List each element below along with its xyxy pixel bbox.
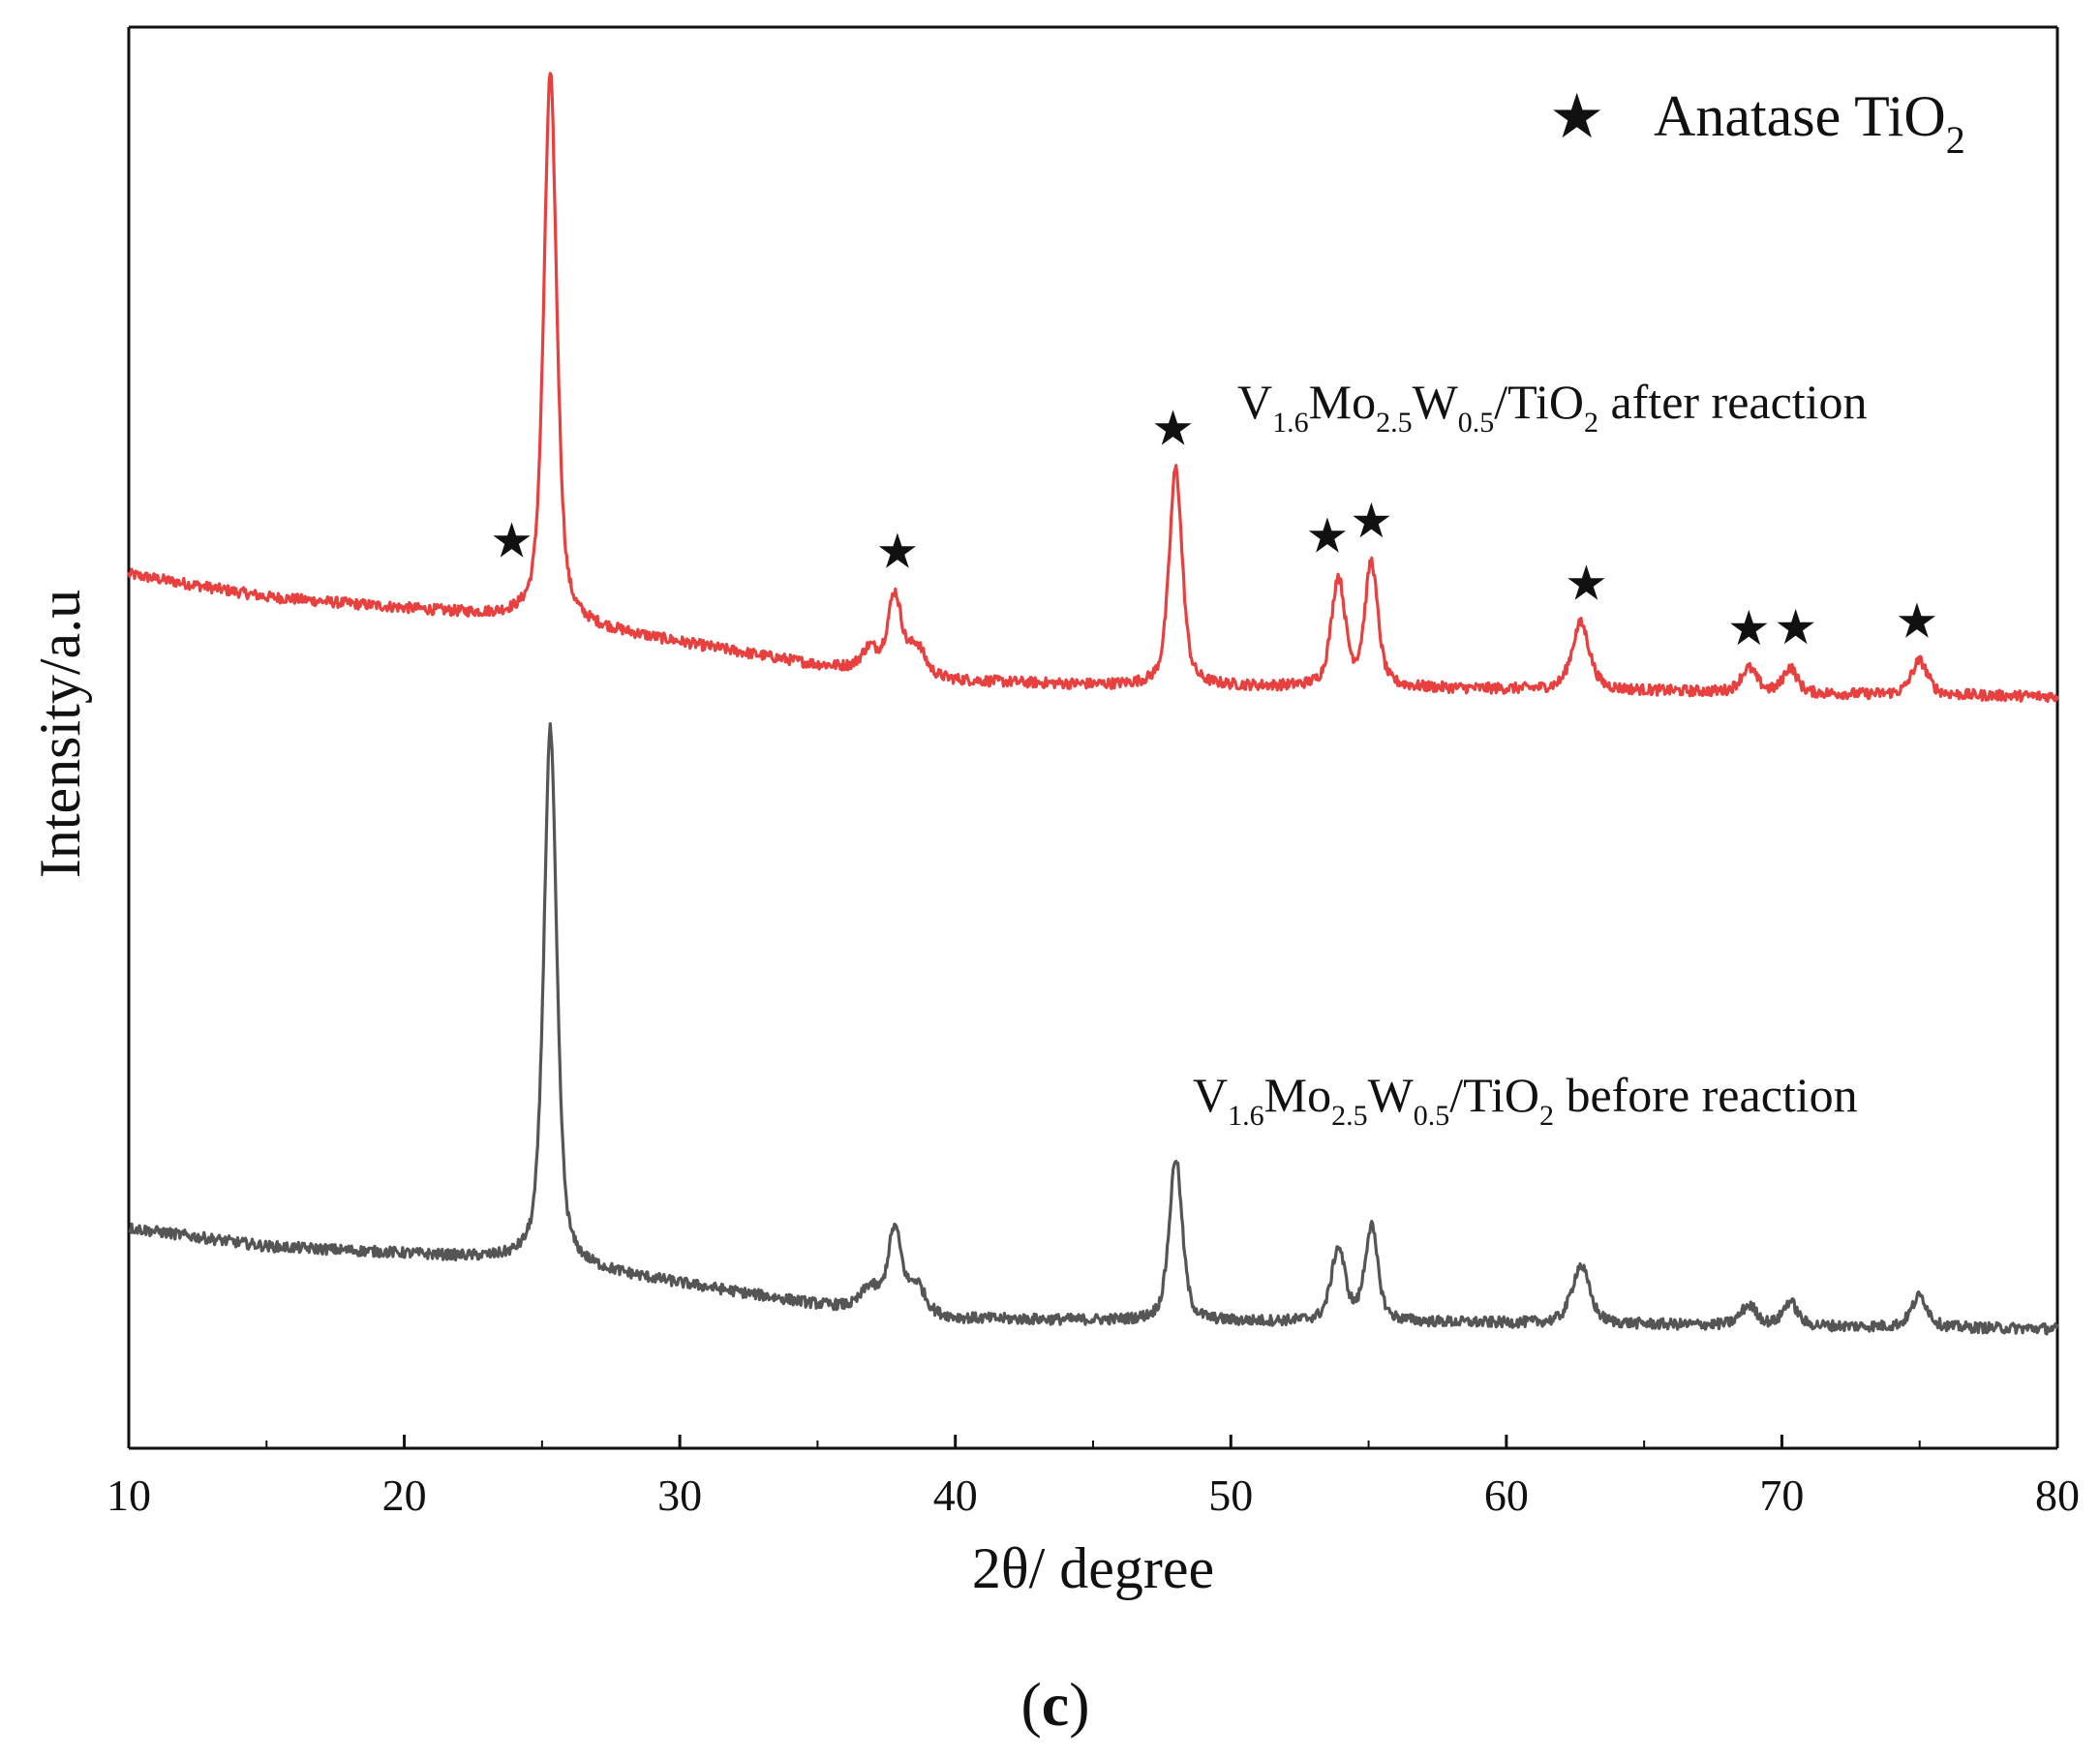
star-marker: ★ xyxy=(1727,600,1771,656)
x-tick-label: 80 xyxy=(2035,1471,2080,1520)
x-tick-label: 20 xyxy=(382,1471,427,1520)
star-marker: ★ xyxy=(876,524,920,580)
star-markers: ★ ★★★ ★★★ ★ ★ xyxy=(490,401,1938,656)
legend-star-icon: ★ xyxy=(1549,81,1604,153)
x-tick-label: 70 xyxy=(1759,1471,1804,1520)
x-tick-label: 10 xyxy=(107,1471,151,1520)
series-label-before: V1.6Mo2.5W0.5/TiO2 before reaction xyxy=(1193,1068,1858,1132)
x-tick-label: 50 xyxy=(1208,1471,1253,1520)
y-axis-title: Intensity/a.u xyxy=(28,590,92,878)
star-marker: ★ xyxy=(1774,599,1817,655)
series-label-after: V1.6Mo2.5W0.5/TiO2 after reaction xyxy=(1237,375,1868,439)
legend: ★ Anatase TiO2 xyxy=(1549,81,1965,162)
series-line-after-reaction xyxy=(127,72,2059,704)
star-marker: ★ xyxy=(1350,493,1393,549)
legend-label: Anatase TiO2 xyxy=(1654,84,1965,162)
x-tick-label: 30 xyxy=(657,1471,702,1520)
star-marker: ★ xyxy=(490,512,533,568)
star-marker: ★ xyxy=(1151,401,1195,457)
x-axis-title: 2θ/ degree xyxy=(972,1536,1214,1600)
x-axis-ticks: 10 20 30 40 50 60 70 80 xyxy=(107,1435,2080,1520)
x-tick-label: 40 xyxy=(933,1471,978,1520)
series-line-before-reaction xyxy=(128,722,2059,1336)
x-tick-label: 60 xyxy=(1484,1471,1529,1520)
series-layer xyxy=(127,72,2059,1336)
figure-panel-label: (c) xyxy=(1020,1670,1089,1739)
plot-frame xyxy=(127,25,2059,1450)
star-marker: ★ xyxy=(1895,593,1938,650)
star-marker: ★ xyxy=(1565,556,1608,612)
star-marker: ★ xyxy=(1305,508,1349,564)
